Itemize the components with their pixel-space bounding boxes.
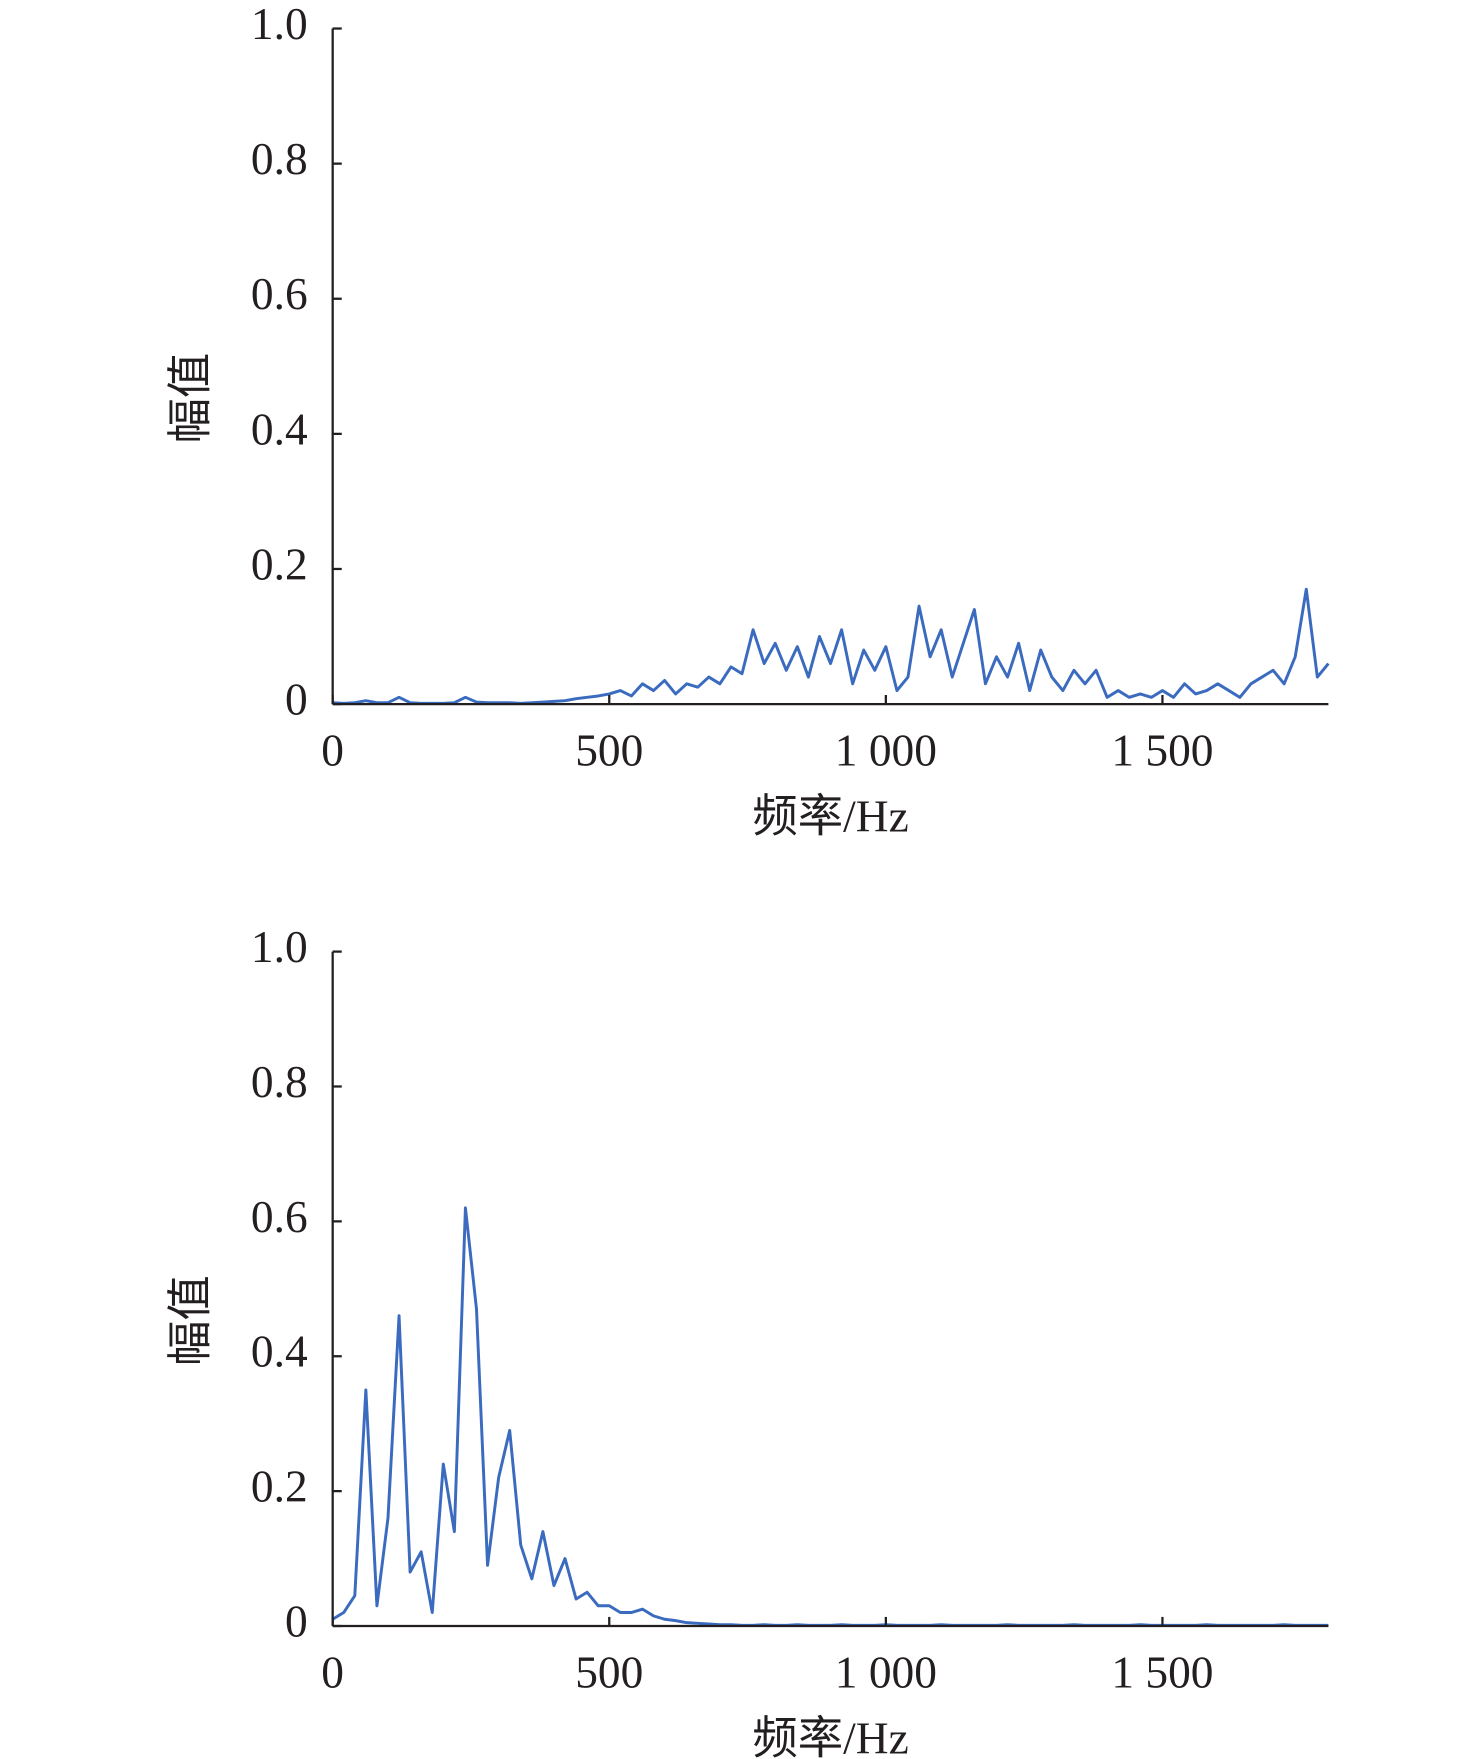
- x-tick-label: 500: [575, 1648, 643, 1698]
- y-tick-label: 0.4: [251, 404, 308, 454]
- y-tick-label: 0: [285, 675, 308, 725]
- y-axis-label: 幅值: [166, 353, 216, 444]
- y-tick-label: 0.6: [251, 1192, 308, 1242]
- x-tick-label: 1 500: [1111, 726, 1213, 776]
- y-axis-label: 幅值: [166, 1275, 216, 1366]
- y-tick-label: 0: [285, 1596, 308, 1646]
- y-tick-label: 0.6: [251, 269, 308, 319]
- spectrum-line: [332, 587, 1330, 705]
- x-axis-label: 频率/Hz: [752, 1713, 908, 1759]
- y-tick-label: 0.2: [251, 1462, 308, 1512]
- y-tick-label: 0.2: [251, 539, 308, 589]
- spectrum-line: [331, 1206, 1329, 1627]
- y-tick-label: 1.0: [251, 0, 308, 49]
- x-tick-label: 500: [575, 726, 643, 776]
- y-tick-label: 0.8: [251, 134, 308, 184]
- x-tick-label: 1 500: [1111, 1648, 1213, 1698]
- x-tick-label: 0: [321, 726, 344, 776]
- y-tick-label: 0.4: [251, 1327, 308, 1377]
- x-tick-label: 1 000: [835, 726, 937, 776]
- y-tick-label: 0.8: [251, 1057, 308, 1107]
- x-tick-label: 1 000: [835, 1648, 937, 1698]
- x-tick-label: 0: [321, 1648, 344, 1698]
- x-axis-label: 频率/Hz: [752, 791, 908, 841]
- y-tick-label: 1.0: [251, 922, 308, 972]
